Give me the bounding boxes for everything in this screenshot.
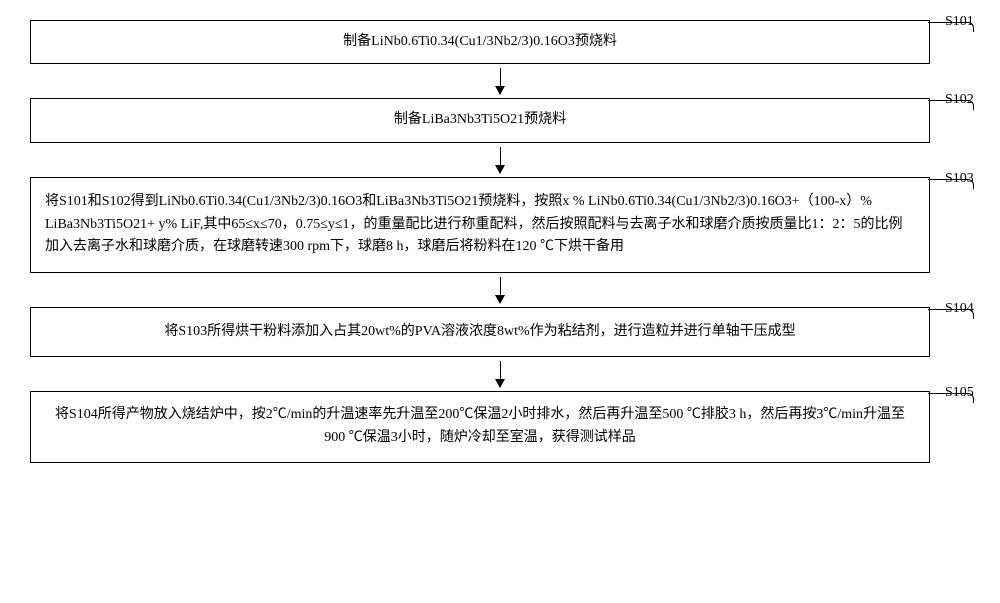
step-label-s103: S103 [945,171,974,187]
step-text: 制备LiBa3Nb3Ti5O21预烧料 [394,109,566,131]
step-text: 将S103所得烘干粉料添加入占其20wt%的PVA溶液浓度8wt%作为粘结剂，进… [164,321,795,343]
step-box-s103: 将S101和S102得到LiNb0.6Ti0.34(Cu1/3Nb2/3)0.1… [30,177,930,273]
arrow-s104-s105 [50,357,950,391]
step-row-s102: 制备LiBa3Nb3Ti5O21预烧料 S102 [30,98,970,142]
step-box-s105: 将S104所得产物放入烧结炉中，按2℃/min的升温速率先升温至200℃保温2小… [30,391,930,463]
flowchart-container: 制备LiNb0.6Ti0.34(Cu1/3Nb2/3)0.16O3预烧料 S10… [30,20,970,463]
step-box-s101: 制备LiNb0.6Ti0.34(Cu1/3Nb2/3)0.16O3预烧料 [30,20,930,64]
step-label-s102: S102 [945,92,974,108]
arrow-s101-s102 [50,64,950,98]
step-text: 制备LiNb0.6Ti0.34(Cu1/3Nb2/3)0.16O3预烧料 [343,31,617,53]
step-box-s102: 制备LiBa3Nb3Ti5O21预烧料 [30,98,930,142]
step-row-s101: 制备LiNb0.6Ti0.34(Cu1/3Nb2/3)0.16O3预烧料 S10… [30,20,970,64]
step-label-s101: S101 [945,14,974,30]
step-row-s104: 将S103所得烘干粉料添加入占其20wt%的PVA溶液浓度8wt%作为粘结剂，进… [30,307,970,357]
step-label-s104: S104 [945,301,974,317]
arrow-s102-s103 [50,143,950,177]
step-text: 将S101和S102得到LiNb0.6Ti0.34(Cu1/3Nb2/3)0.1… [45,191,915,258]
step-box-s104: 将S103所得烘干粉料添加入占其20wt%的PVA溶液浓度8wt%作为粘结剂，进… [30,307,930,357]
step-text: 将S104所得产物放入烧结炉中，按2℃/min的升温速率先升温至200℃保温2小… [45,404,915,449]
step-row-s103: 将S101和S102得到LiNb0.6Ti0.34(Cu1/3Nb2/3)0.1… [30,177,970,273]
step-label-s105: S105 [945,385,974,401]
step-row-s105: 将S104所得产物放入烧结炉中，按2℃/min的升温速率先升温至200℃保温2小… [30,391,970,463]
arrow-s103-s104 [50,273,950,307]
